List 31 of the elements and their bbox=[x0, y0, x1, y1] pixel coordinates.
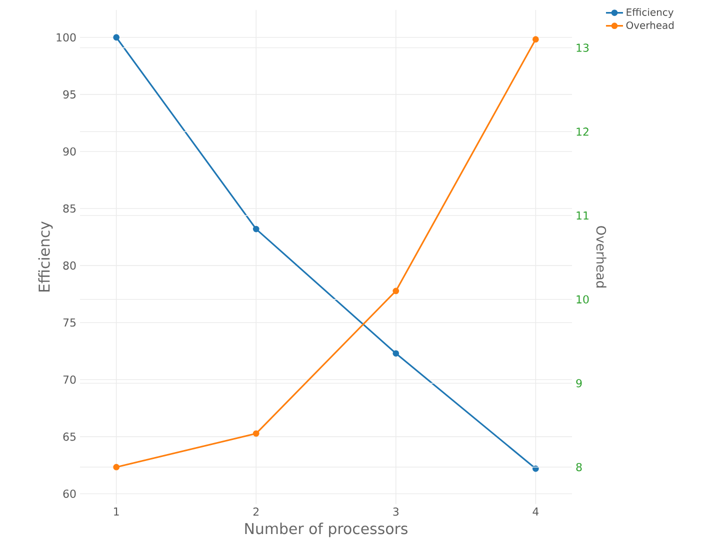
y2-axis-title: Overhead bbox=[596, 226, 606, 288]
y-tick-label: 90 bbox=[63, 147, 76, 156]
x-tick-label: 1 bbox=[114, 508, 119, 516]
point bbox=[252, 226, 260, 232]
y2-tick-label: 11 bbox=[576, 211, 588, 220]
y-tick-label: 70 bbox=[63, 376, 76, 384]
point bbox=[113, 464, 120, 470]
point bbox=[392, 350, 400, 357]
x-tick-label: 4 bbox=[532, 508, 539, 516]
point bbox=[392, 288, 400, 294]
y2-tick-label: 13 bbox=[576, 44, 589, 52]
x-axis-title: Number of processors bbox=[245, 522, 408, 538]
y-tick-label: 85 bbox=[63, 204, 76, 213]
y2-tick-label: 10 bbox=[576, 295, 589, 304]
x-tick-label: 3 bbox=[393, 508, 398, 516]
x-tick-label: 2 bbox=[253, 508, 259, 516]
legend-label: Efficiency bbox=[626, 8, 674, 18]
y2-tick-label: 9 bbox=[576, 379, 582, 388]
y-tick-label: 60 bbox=[63, 490, 76, 498]
y-tick-label: 95 bbox=[63, 90, 76, 99]
y-tick-label: 75 bbox=[63, 318, 76, 327]
y2-tick-label: 12 bbox=[576, 128, 588, 136]
y-tick-label: 80 bbox=[63, 261, 76, 270]
point bbox=[252, 430, 260, 437]
y-axis-title: Efficiency bbox=[38, 221, 53, 292]
legend-label: Overhead bbox=[626, 21, 674, 29]
point bbox=[532, 36, 539, 43]
point bbox=[113, 34, 120, 41]
y2-tick-label: 8 bbox=[576, 462, 582, 472]
y-tick-label: 100 bbox=[56, 33, 76, 42]
y-tick-label: 65 bbox=[63, 432, 76, 441]
